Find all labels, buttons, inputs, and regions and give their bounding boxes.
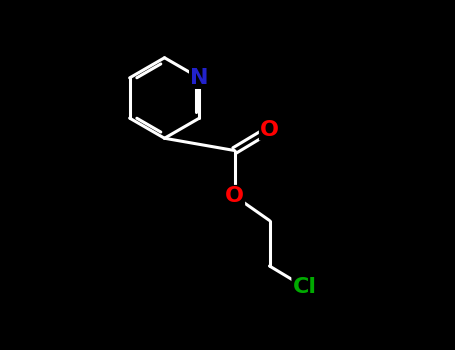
Text: O: O <box>225 186 244 206</box>
Text: O: O <box>260 119 279 140</box>
Text: N: N <box>190 68 208 88</box>
Text: Cl: Cl <box>293 277 317 297</box>
